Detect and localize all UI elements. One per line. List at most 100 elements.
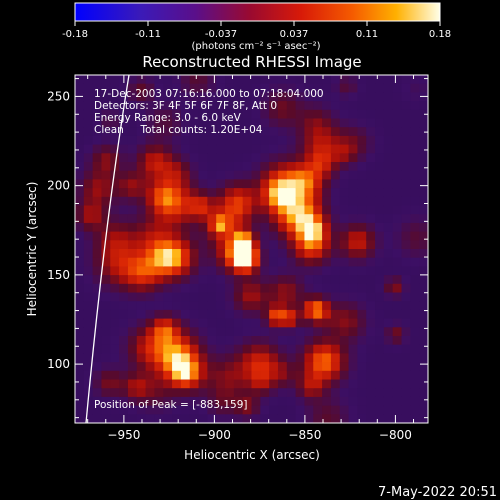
heatmap-cell: [216, 275, 226, 285]
heatmap-cell: [207, 388, 217, 398]
heatmap-cell: [154, 309, 164, 320]
heatmap-cell: [277, 266, 288, 276]
heatmap-cell: [366, 249, 376, 259]
heatmap-cell: [357, 362, 367, 372]
heatmap-cell: [172, 205, 182, 215]
heatmap-cell: [119, 231, 129, 241]
heatmap-cell: [357, 405, 367, 415]
heatmap-cell: [330, 162, 341, 172]
heatmap-cell: [286, 362, 297, 372]
heatmap-cell: [322, 388, 332, 398]
heatmap-cell: [145, 240, 156, 250]
heatmap-cell: [339, 309, 350, 320]
heatmap-cell: [110, 92, 120, 102]
heatmap-cell: [154, 275, 164, 285]
heatmap-cell: [242, 205, 253, 215]
heatmap-cell: [225, 222, 235, 233]
heatmap-cell: [92, 283, 103, 294]
heatmap-cell: [410, 222, 420, 233]
heatmap-cell: [154, 170, 164, 180]
heatmap-cell: [172, 92, 182, 102]
heatmap-cell: [233, 275, 244, 285]
heatmap-cell: [339, 127, 350, 137]
heatmap-cell: [189, 144, 200, 154]
heatmap-cell: [136, 109, 147, 120]
heatmap-cell: [251, 309, 261, 320]
heatmap-cell: [357, 127, 367, 137]
heatmap-cell: [207, 362, 217, 372]
heatmap-cell: [110, 179, 120, 189]
heatmap-cell: [75, 179, 85, 189]
heatmap-cell: [269, 257, 279, 267]
heatmap-cell: [410, 214, 420, 224]
heatmap-cell: [366, 327, 376, 337]
heatmap-cell: [233, 231, 244, 241]
heatmap-cell: [127, 318, 138, 328]
heatmap-cell: [233, 301, 244, 311]
heatmap-cell: [83, 205, 94, 215]
heatmap-cell: [330, 170, 341, 180]
heatmap-cell: [225, 336, 235, 346]
heatmap-cell: [110, 292, 120, 302]
heatmap-cell: [127, 370, 138, 381]
heatmap-cell: [304, 318, 314, 328]
heatmap-cell: [189, 188, 200, 198]
heatmap-cell: [375, 196, 385, 207]
heatmap-cell: [348, 135, 358, 146]
heatmap-cell: [251, 362, 261, 372]
heatmap-cell: [260, 144, 270, 154]
heatmap-cell: [375, 396, 385, 407]
heatmap-cell: [207, 344, 217, 354]
heatmap-cell: [277, 309, 288, 320]
heatmap-cell: [242, 170, 253, 180]
heatmap-cell: [180, 353, 191, 363]
heatmap-cell: [127, 75, 138, 85]
heatmap-cell: [401, 92, 411, 102]
heatmap-cell: [119, 222, 129, 233]
heatmap-cell: [145, 405, 156, 415]
heatmap-cell: [410, 388, 420, 398]
heatmap-cell: [180, 336, 191, 346]
heatmap-cell: [198, 396, 208, 407]
heatmap-cell: [357, 101, 367, 111]
heatmap-cell: [339, 109, 350, 120]
heatmap-cell: [383, 83, 394, 93]
heatmap-cell: [366, 309, 376, 320]
heatmap-cell: [180, 205, 191, 215]
heatmap-cell: [83, 283, 94, 294]
heatmap-cell: [339, 205, 350, 215]
heatmap-cell: [277, 83, 288, 93]
heatmap-cell: [322, 405, 332, 415]
heatmap-cell: [225, 153, 235, 163]
heatmap-cell: [392, 222, 403, 233]
heatmap-cell: [172, 75, 182, 85]
heatmap-cell: [216, 344, 226, 354]
heatmap-cell: [251, 135, 261, 146]
heatmap-cell: [295, 188, 306, 198]
heatmap-cell: [339, 240, 350, 250]
heatmap-cell: [75, 257, 85, 267]
heatmap-cell: [83, 309, 94, 320]
heatmap-cell: [127, 249, 138, 259]
heatmap-cell: [242, 196, 253, 207]
heatmap-cell: [375, 370, 385, 381]
heatmap-cell: [392, 127, 403, 137]
heatmap-cell: [119, 318, 129, 328]
heatmap-cell: [260, 188, 270, 198]
heatmap-cell: [101, 362, 111, 372]
heatmap-cell: [322, 188, 332, 198]
heatmap-cell: [383, 388, 394, 398]
heatmap-cell: [216, 144, 226, 154]
heatmap-cell: [286, 92, 297, 102]
heatmap-cell: [286, 388, 297, 398]
heatmap-cell: [216, 336, 226, 346]
peak-position-label: Position of Peak = [-883,159]: [94, 399, 248, 411]
heatmap-cell: [269, 118, 279, 128]
heatmap-cell: [286, 257, 297, 267]
heatmap-cell: [375, 388, 385, 398]
heatmap-cell: [348, 196, 358, 207]
heatmap-cell: [207, 231, 217, 241]
heatmap-cell: [277, 240, 288, 250]
heatmap-cell: [375, 101, 385, 111]
heatmap-cell: [198, 379, 208, 389]
